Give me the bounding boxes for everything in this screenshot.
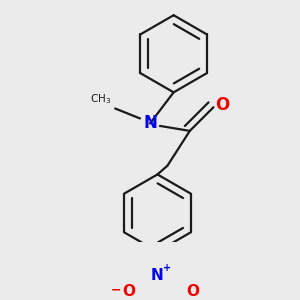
- Text: CH$_3$: CH$_3$: [90, 92, 111, 106]
- Text: O: O: [186, 284, 199, 299]
- Text: N: N: [143, 114, 157, 132]
- Text: O: O: [215, 96, 229, 114]
- Text: N: N: [151, 268, 164, 283]
- Text: O: O: [122, 284, 135, 299]
- Text: +: +: [163, 263, 171, 273]
- Text: −: −: [111, 284, 122, 297]
